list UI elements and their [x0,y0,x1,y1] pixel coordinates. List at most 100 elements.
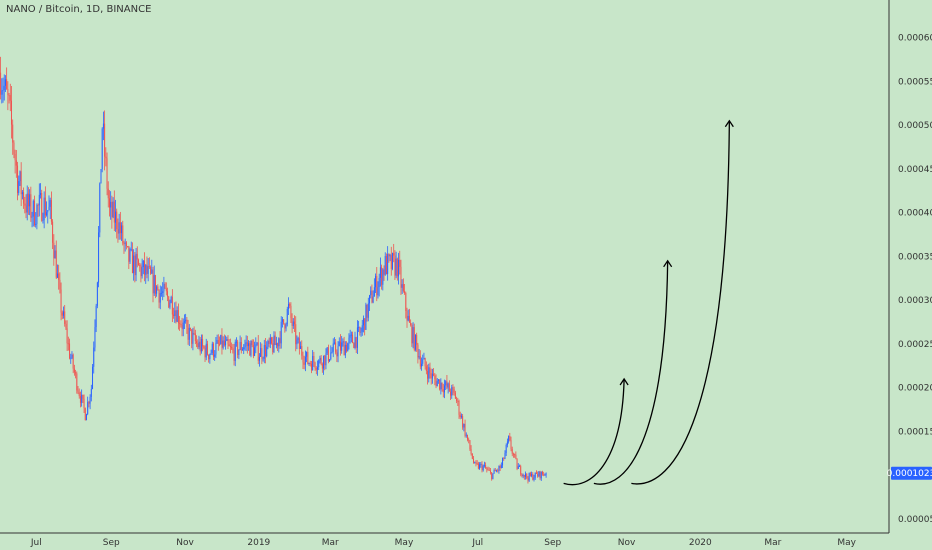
candle [175,301,177,324]
candle [459,411,461,420]
candle [439,379,441,391]
candle-body [406,310,408,321]
candle-body [447,383,449,388]
candle [9,83,11,112]
candle [505,443,507,457]
candle-body [481,463,483,471]
candle [440,378,442,395]
candle-body [220,335,222,344]
candle [26,185,28,221]
candle [419,350,421,370]
candle-body [354,337,356,348]
candle-body [266,346,268,357]
candle [183,314,185,330]
candle-body [251,341,253,346]
candle-body [321,363,323,369]
candle [19,170,21,186]
candle-body [36,205,38,224]
candle [466,434,468,442]
candle [352,331,354,344]
candle-body [454,392,456,399]
candle-body [540,471,542,479]
candle [393,243,395,263]
candle-body [188,327,190,340]
candle [108,190,110,217]
candle [364,318,366,336]
candle [378,273,380,297]
candle [275,336,277,349]
candle-body [89,396,91,404]
candle-body [425,366,427,372]
candle [238,349,240,360]
candle [360,327,362,337]
candle-body [324,355,326,366]
candle [310,361,312,374]
candle [424,357,426,370]
candle-body [309,363,311,364]
candle-body [379,267,381,278]
candle-body [96,282,98,306]
candle-body [154,275,156,294]
candle [6,67,8,90]
candle-body [342,341,344,343]
candle [506,438,508,448]
candle [306,351,308,363]
candle-body [162,291,164,293]
candle [456,396,458,404]
candle-body [6,79,8,89]
candle-body [221,335,223,348]
candle-body [234,341,236,361]
candle [381,264,383,290]
candle-body [147,266,149,274]
candle [522,473,524,479]
candle [196,335,198,348]
candle [504,450,506,460]
candle [545,472,547,478]
candle [508,435,510,444]
candle-body [139,265,141,267]
candle [190,327,191,332]
candle [203,345,205,350]
candle-body [170,296,172,303]
candle [382,268,384,291]
candle [486,466,488,473]
candle-body [360,331,362,333]
curved-arrow [563,377,629,486]
candle [50,191,52,225]
candle-body [151,269,153,274]
candle [204,345,206,362]
candle-body [106,158,108,189]
candle-body [88,401,90,404]
y-tick-label: 0.0003500 [898,252,932,262]
candle [13,140,15,159]
candle-body [214,354,216,357]
candle-body [431,373,433,379]
candle-body [142,260,144,268]
candle [10,85,12,139]
candle [294,315,296,333]
candle-body [72,354,74,369]
candle [448,380,450,392]
candle [457,397,459,407]
candle [244,339,246,351]
candle [535,470,537,474]
last-price-label: 0.0001023 [887,466,932,480]
candle [202,334,204,352]
candle-body [344,344,346,356]
candle [272,336,274,355]
candle-body [457,400,459,402]
candle [492,473,494,480]
candle-body [417,344,419,358]
candle-body [272,343,274,352]
candle [191,329,193,349]
candle-body [343,341,345,356]
candle [31,211,33,228]
candle-body [181,325,183,330]
candle-body [489,470,491,473]
candle [361,319,363,336]
candle-body [444,385,445,393]
candle [176,306,178,323]
candle [391,252,393,271]
candle-body [471,453,473,459]
candle [526,473,528,480]
